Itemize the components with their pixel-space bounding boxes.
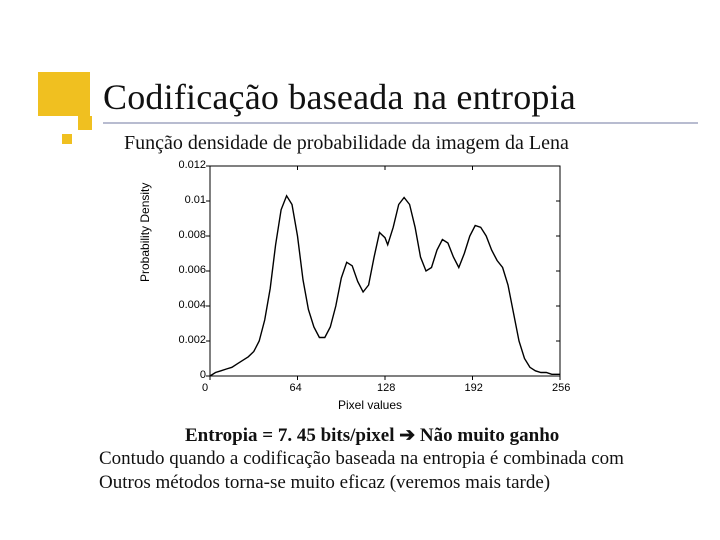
caption-line2: Contudo quando a codificação baseada na … xyxy=(99,448,624,470)
ytick-label: 0 xyxy=(174,369,206,381)
ytick-label: 0.002 xyxy=(174,334,206,346)
pdf-chart xyxy=(170,158,570,412)
title-underline xyxy=(103,122,698,124)
ytick-label: 0.012 xyxy=(174,159,206,171)
slide-title: Codificação baseada na entropia xyxy=(103,76,576,118)
xtick-label: 64 xyxy=(290,382,302,394)
caption-line3: Outros métodos torna-se muito eficaz (ve… xyxy=(99,472,550,494)
xtick-label: 0 xyxy=(202,382,208,394)
xtick-label: 128 xyxy=(377,382,395,394)
slide-subtitle: Função densidade de probabilidade da ima… xyxy=(124,132,569,155)
caption-entropy: Entropia = 7. 45 bits/pixel ➔ Não muito … xyxy=(185,424,559,447)
ytick-label: 0.004 xyxy=(174,299,206,311)
accent-square-large xyxy=(38,72,90,116)
xtick-label: 256 xyxy=(552,382,570,394)
accent-square-med xyxy=(78,116,92,130)
accent-square-small xyxy=(62,134,72,144)
caption-entropy-value: Entropia = 7. 45 bits/pixel xyxy=(185,425,399,446)
arrow-icon: ➔ xyxy=(399,424,415,447)
ytick-label: 0.006 xyxy=(174,264,206,276)
ytick-label: 0.01 xyxy=(174,194,206,206)
caption-entropy-note: Não muito ganho xyxy=(415,425,559,446)
ytick-label: 0.008 xyxy=(174,229,206,241)
xtick-label: 192 xyxy=(465,382,483,394)
chart-ylabel: Probability Density xyxy=(138,183,152,282)
